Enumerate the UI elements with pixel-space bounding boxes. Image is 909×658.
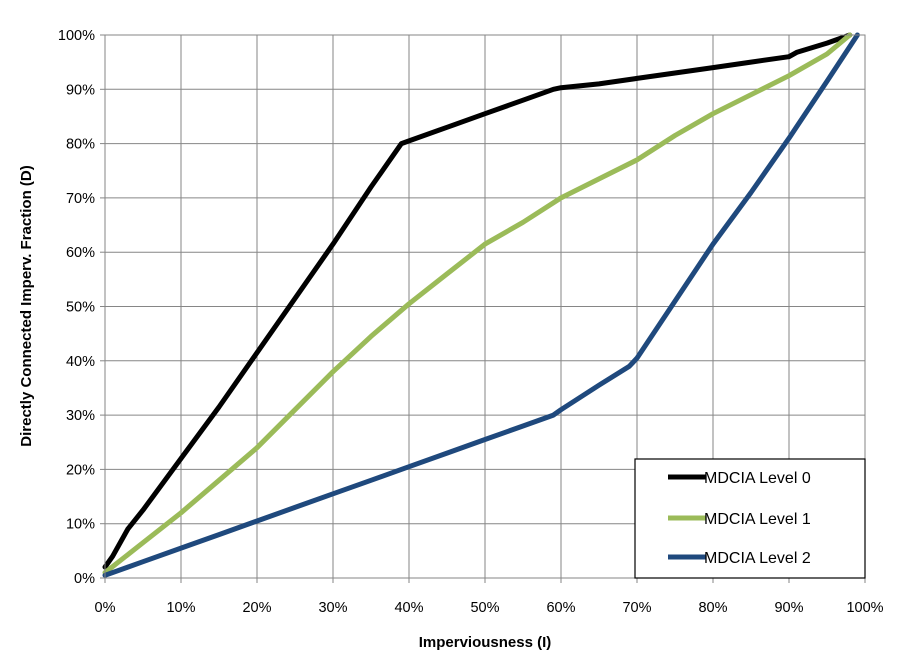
x-tick-label: 90% xyxy=(774,600,803,616)
legend-label: MDCIA Level 1 xyxy=(704,511,811,528)
series-line-level-0 xyxy=(102,32,853,570)
y-tick-label: 80% xyxy=(66,137,95,153)
x-tick-label: 30% xyxy=(318,600,347,616)
y-tick-label: 60% xyxy=(66,245,95,261)
x-tick-label: 100% xyxy=(846,600,883,616)
y-tick-label: 20% xyxy=(66,462,95,478)
x-tick-label: 60% xyxy=(546,600,575,616)
series-line-level-2 xyxy=(102,32,860,578)
y-tick-label: 100% xyxy=(58,28,95,44)
x-tick-label: 80% xyxy=(698,600,727,616)
y-axis-ticks: 0% 10% 20% 30% 40% 50% 60% 70% 80% 90% 100% xyxy=(58,28,105,587)
x-axis-ticks: 0% 10% 20% 30% 40% 50% 60% 70% 80% 90% 100% xyxy=(95,578,884,616)
series-line-level-1 xyxy=(102,32,853,576)
x-axis-title: Imperviousness (I) xyxy=(419,634,552,651)
y-axis-title: Directly Connected Imperv. Fraction (D) xyxy=(18,165,35,446)
y-tick-label: 10% xyxy=(66,517,95,533)
y-tick-label: 50% xyxy=(66,300,95,316)
y-tick-label: 0% xyxy=(74,571,95,587)
y-tick-label: 90% xyxy=(66,82,95,98)
plot-frame xyxy=(104,34,866,579)
x-tick-label: 40% xyxy=(394,600,423,616)
y-tick-label: 30% xyxy=(66,408,95,424)
series-lines xyxy=(102,32,860,578)
x-tick-label: 10% xyxy=(166,600,195,616)
x-tick-label: 0% xyxy=(95,600,116,616)
x-tick-label: 50% xyxy=(470,600,499,616)
y-tick-label: 70% xyxy=(66,191,95,207)
legend: MDCIA Level 0 MDCIA Level 1 MDCIA Level 2 xyxy=(634,458,866,579)
legend-label: MDCIA Level 2 xyxy=(704,550,811,567)
y-tick-label: 40% xyxy=(66,354,95,370)
legend-label: MDCIA Level 0 xyxy=(704,470,811,487)
x-tick-label: 20% xyxy=(242,600,271,616)
x-tick-label: 70% xyxy=(622,600,651,616)
